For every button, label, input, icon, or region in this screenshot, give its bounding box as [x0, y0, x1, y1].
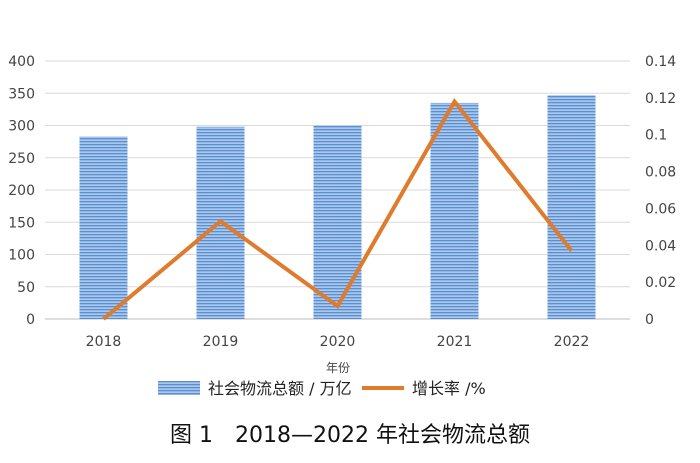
right-axis-ticks: 0 0.02 0.04 0.06 0.08 0.1 0.12 0.14: [645, 54, 676, 328]
legend-swatch-bars: [158, 381, 200, 395]
x-axis-ticks: 2018 2019 2020 2021 2022: [86, 334, 590, 350]
right-tick-label: 0.02: [645, 275, 676, 291]
figure-caption: 图 1 2018—2022 年社会物流总额: [170, 423, 530, 448]
legend-label-bars: 社会物流总额 / 万亿: [208, 379, 352, 398]
left-tick-label: 350: [8, 86, 35, 102]
right-tick-label: 0.14: [645, 54, 676, 70]
right-tick-label: 0.04: [645, 238, 676, 254]
right-tick-label: 0.06: [645, 201, 676, 217]
left-tick-label: 100: [8, 248, 35, 264]
bar-series: [79, 95, 596, 319]
left-tick-label: 0: [26, 312, 35, 328]
left-tick-label: 200: [8, 183, 35, 199]
x-tick-label: 2018: [86, 334, 122, 350]
left-tick-label: 250: [8, 151, 35, 167]
x-axis-title: 年份: [326, 361, 350, 375]
legend-label-line: 增长率 /%: [412, 379, 486, 398]
bar: [547, 95, 596, 319]
right-tick-label: 0.08: [645, 165, 676, 181]
bar: [430, 102, 479, 319]
right-tick-label: 0.12: [645, 91, 676, 107]
line-series: [102, 97, 574, 321]
left-tick-label: 150: [8, 215, 35, 231]
left-tick-label: 300: [8, 119, 35, 135]
left-tick-label: 50: [17, 280, 35, 296]
bar: [79, 136, 128, 319]
right-tick-label: 0: [645, 312, 654, 328]
x-tick-label: 2020: [320, 334, 356, 350]
left-axis-ticks: 0 50 100 150 200 250 300 350 400: [8, 54, 35, 328]
bar: [313, 125, 362, 319]
right-tick-label: 0.1: [645, 128, 667, 144]
x-tick-label: 2022: [554, 334, 590, 350]
left-tick-label: 400: [8, 54, 35, 70]
legend: 社会物流总额 / 万亿 增长率 /%: [158, 379, 486, 398]
x-tick-label: 2019: [203, 334, 239, 350]
x-tick-label: 2021: [437, 334, 473, 350]
